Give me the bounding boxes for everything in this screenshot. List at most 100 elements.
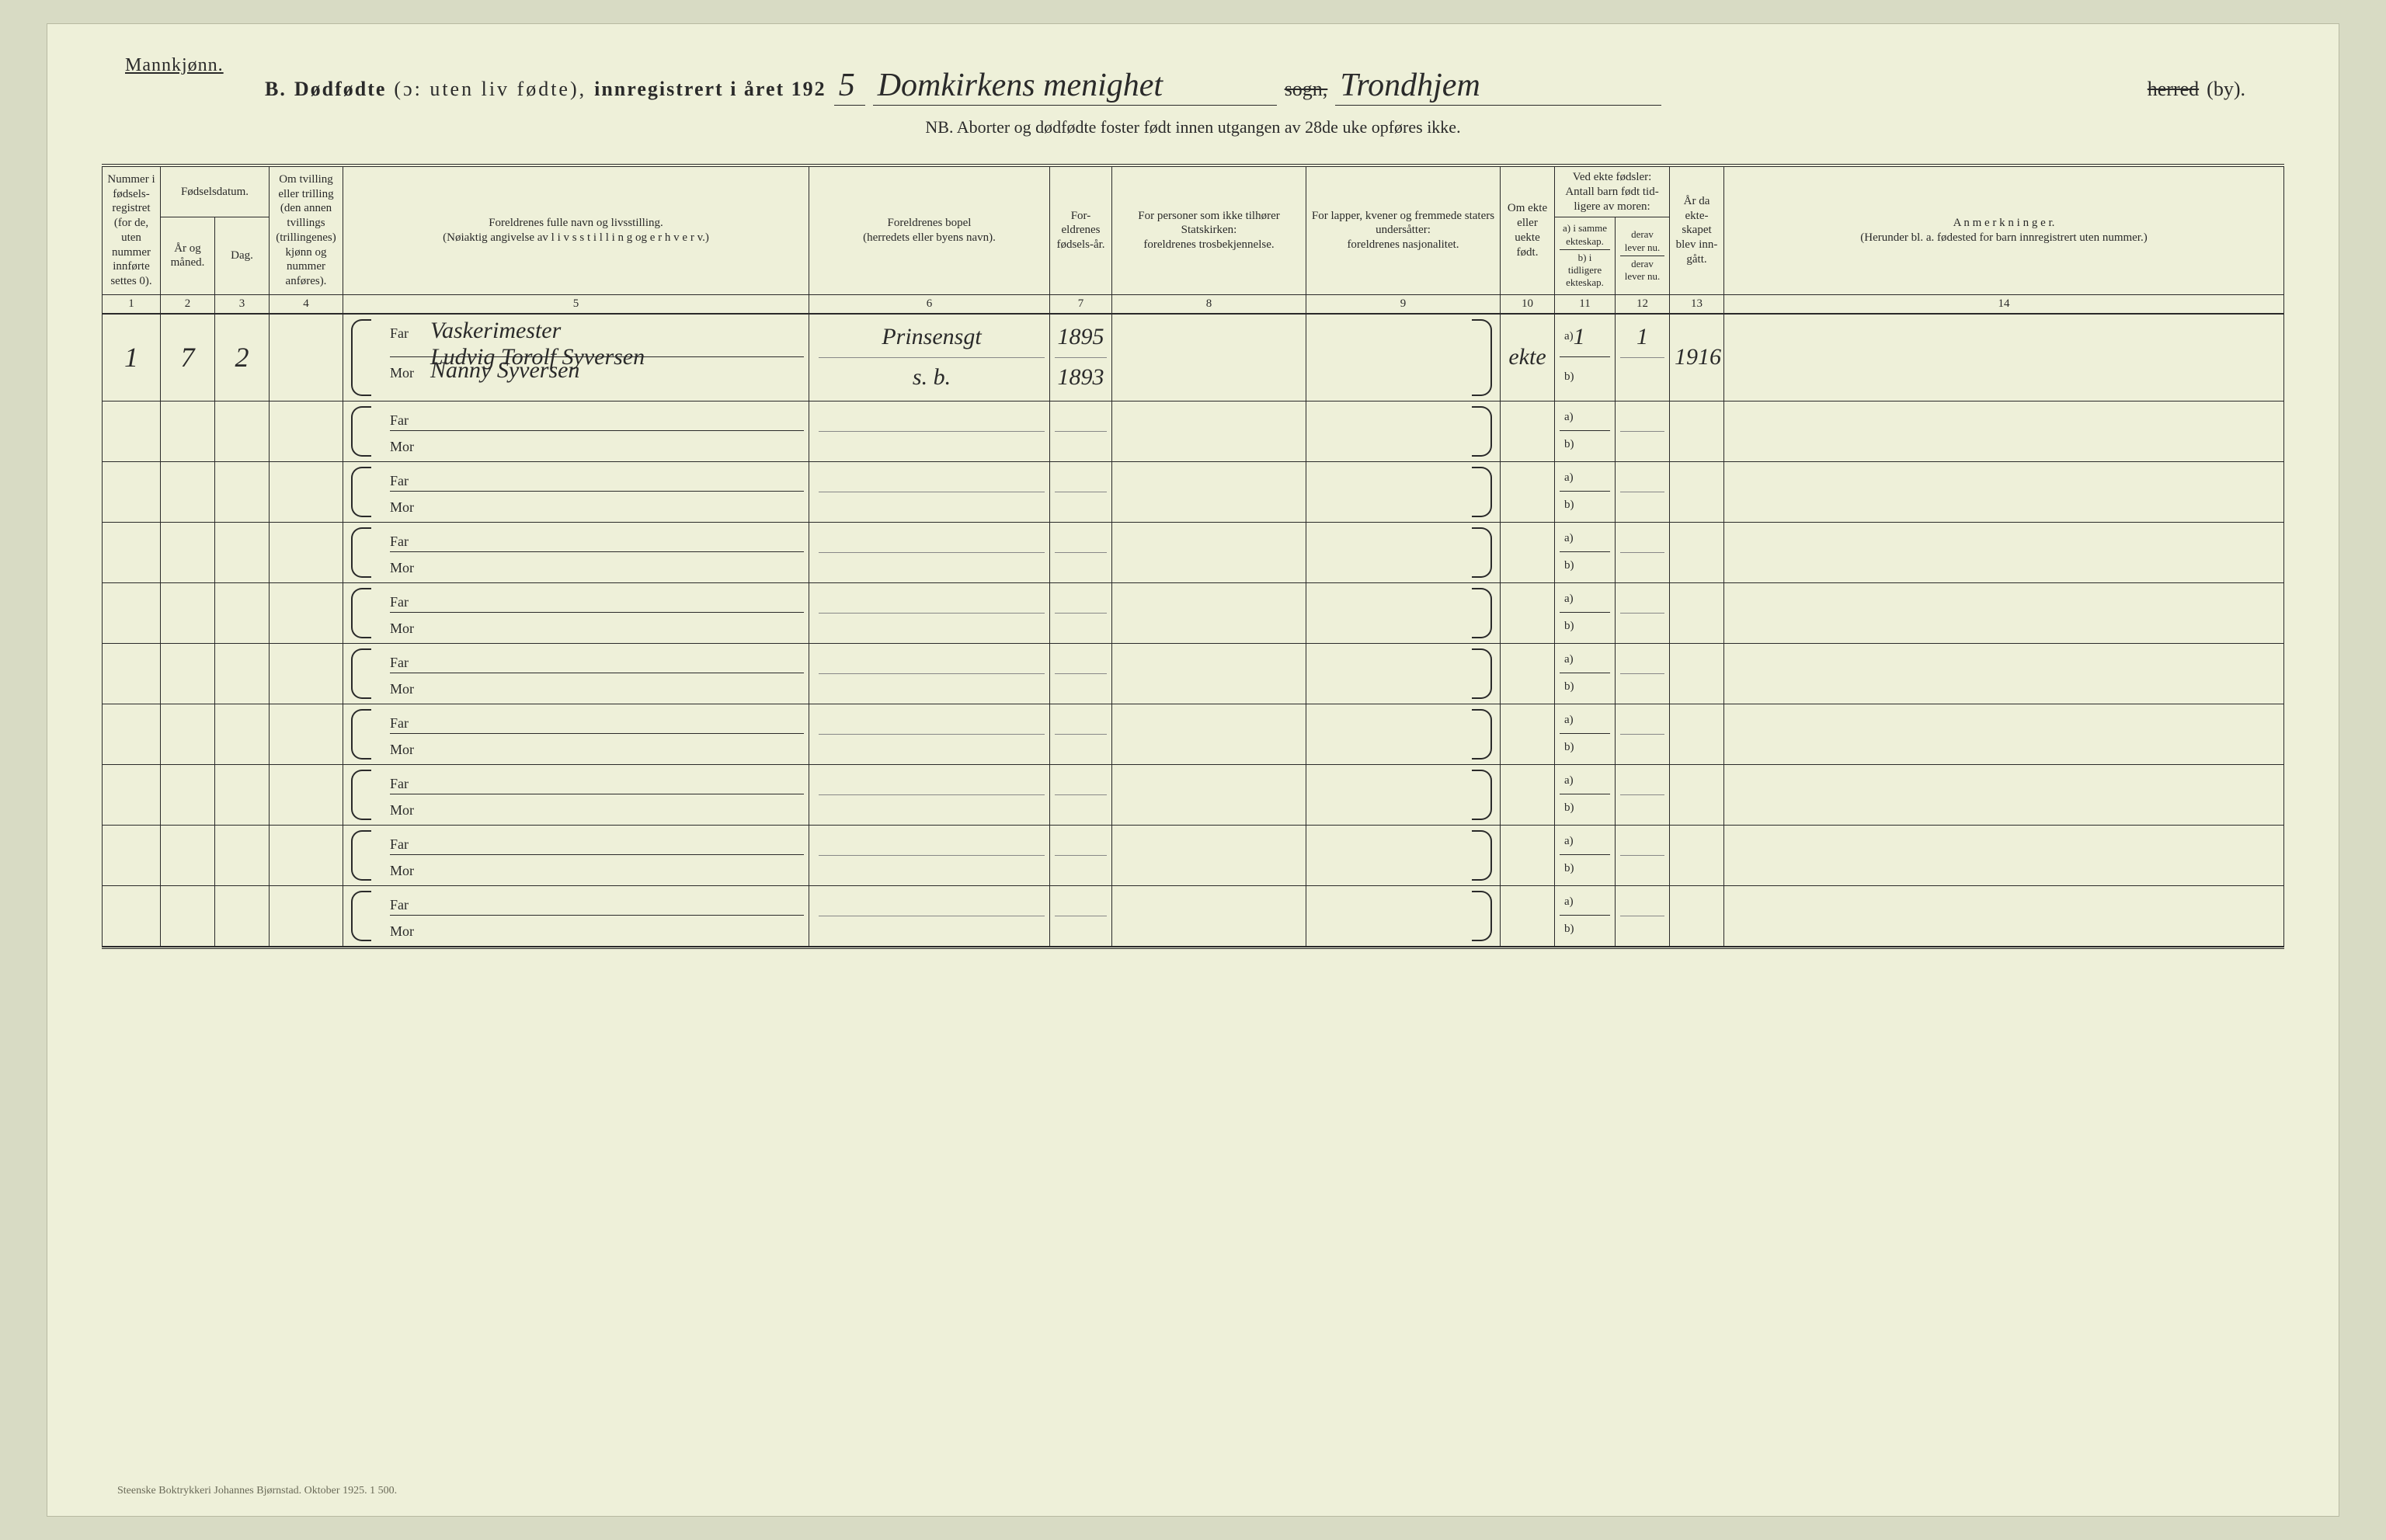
cell-num — [103, 764, 161, 825]
brace-icon — [351, 467, 371, 517]
mor-text — [430, 916, 437, 942]
far-place — [819, 707, 1045, 735]
cell-num — [103, 401, 161, 461]
c12b-val — [1620, 856, 1664, 882]
cell-twin — [270, 885, 343, 946]
ab-b-label: b) — [1560, 552, 1610, 579]
cell-religion — [1112, 764, 1306, 825]
colnum: 5 — [343, 294, 809, 314]
far-place — [819, 647, 1045, 674]
colnum: 7 — [1050, 294, 1112, 314]
mor-place — [819, 795, 1045, 822]
mor-place: s. b. — [819, 358, 1045, 398]
ab-a-label: a) — [1560, 586, 1610, 614]
cell-day — [215, 522, 270, 582]
hdr-col5a: Foreldrenes fulle navn og livsstilling. — [348, 216, 804, 231]
mor-place — [819, 916, 1045, 943]
brace-right-icon — [1472, 319, 1492, 396]
far-label: Far — [390, 325, 423, 342]
brace-right-icon — [1472, 588, 1492, 638]
mor-year — [1055, 492, 1107, 519]
cell-day — [215, 401, 270, 461]
cell-day — [215, 461, 270, 522]
cell-years — [1050, 522, 1112, 582]
cell-c13 — [1670, 764, 1724, 825]
cell-parents: Far Mor — [343, 825, 809, 885]
cell-ekte — [1501, 825, 1555, 885]
cell-ekte: ekte — [1501, 314, 1555, 402]
far-text — [430, 647, 437, 673]
cell-place — [809, 764, 1050, 825]
cell-num — [103, 825, 161, 885]
far-label: Far — [390, 473, 423, 489]
cell-twin — [270, 825, 343, 885]
far-year — [1055, 829, 1107, 856]
c12b-val — [1620, 795, 1664, 822]
cell-day — [215, 825, 270, 885]
cell-month — [161, 885, 215, 946]
cell-nationality — [1306, 764, 1501, 825]
hdr-col6b: (herredets eller byens navn). — [814, 231, 1045, 245]
table-row: Far Mor a) b) — [103, 522, 2284, 582]
cell-c12 — [1616, 582, 1670, 643]
cell-ekte — [1501, 643, 1555, 704]
cell-religion — [1112, 461, 1306, 522]
mor-place — [819, 674, 1045, 700]
hdr-col4: Om tvilling eller trilling (den annen tv… — [270, 167, 343, 294]
cell-place — [809, 401, 1050, 461]
c12a-val: 1 — [1620, 318, 1664, 358]
table-row: Far Mor a) b) — [103, 401, 2284, 461]
register-table: Nummer i fødsels-registret (for de, uten… — [102, 167, 2284, 947]
cell-ekte — [1501, 582, 1555, 643]
brace-icon — [351, 709, 371, 760]
hdr-col7: For-eldrenes fødsels-år. — [1050, 167, 1112, 294]
hdr-col10: Om ekte eller uekte født. — [1501, 167, 1555, 294]
mor-text — [430, 734, 437, 760]
cell-years — [1050, 704, 1112, 764]
cell-c11: a) b) — [1555, 825, 1616, 885]
cell-c14 — [1724, 764, 2284, 825]
cell-c11: a) b) — [1555, 704, 1616, 764]
far-label: Far — [390, 897, 423, 913]
ab-b-label: b) — [1560, 734, 1610, 761]
mor-place — [819, 856, 1045, 882]
mor-label: Mor — [390, 439, 423, 455]
hdr-col23-top: Fødselsdatum. — [161, 167, 270, 217]
table-head: Nummer i fødsels-registret (for de, uten… — [103, 167, 2284, 314]
mor-label: Mor — [390, 621, 423, 637]
hdr-col12: derav lever nu. derav lever nu. — [1616, 217, 1670, 294]
cell-ekte — [1501, 764, 1555, 825]
c12b-val — [1620, 553, 1664, 579]
colnum: 11 — [1555, 294, 1616, 314]
colnum: 4 — [270, 294, 343, 314]
hdr-col11: a) i samme ekteskap. b) i tidligere ekte… — [1555, 217, 1616, 294]
cell-month — [161, 643, 215, 704]
cell-c14 — [1724, 643, 2284, 704]
ab-a-label: a) — [1560, 829, 1610, 856]
far-place — [819, 768, 1045, 795]
far-year — [1055, 768, 1107, 795]
register-page: Mannkjønn. B. Dødfødte (ɔ: uten liv født… — [47, 23, 2339, 1517]
far-place — [819, 889, 1045, 916]
mor-place — [819, 432, 1045, 458]
c12a-val — [1620, 647, 1664, 674]
brace-icon — [351, 588, 371, 638]
hdr-col11-top: Ved ekte fødsler: Antall barn født tid-l… — [1555, 167, 1670, 217]
far-label: Far — [390, 836, 423, 853]
colnum: 8 — [1112, 294, 1306, 314]
mor-text — [430, 552, 437, 579]
title-paren: (ɔ: uten liv fødte), — [394, 78, 586, 101]
far-label: Far — [390, 715, 423, 732]
hdr-col14b: (Herunder bl. a. fødested for barn innre… — [1729, 231, 2279, 245]
far-text — [430, 829, 437, 855]
mor-place — [819, 492, 1045, 519]
colnum: 14 — [1724, 294, 2284, 314]
mor-label: Mor — [390, 923, 423, 940]
brace-right-icon — [1472, 648, 1492, 699]
hdr-col8a: For personer som ikke tilhører Statskirk… — [1117, 209, 1301, 238]
colnum: 13 — [1670, 294, 1724, 314]
cell-day — [215, 643, 270, 704]
cell-years — [1050, 401, 1112, 461]
ab-b-label: b) — [1560, 794, 1610, 822]
cell-c11: a) 1b) — [1555, 314, 1616, 402]
